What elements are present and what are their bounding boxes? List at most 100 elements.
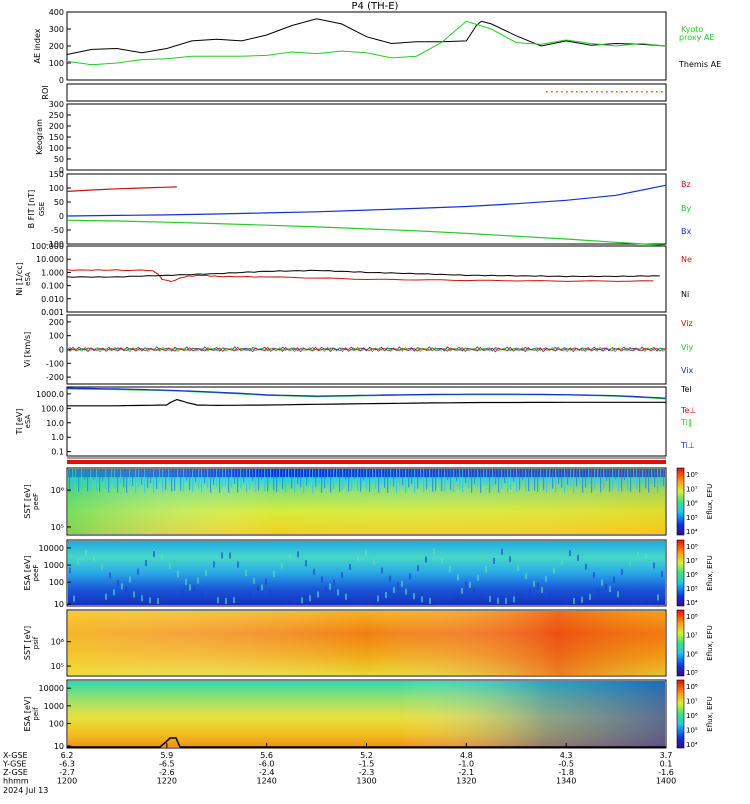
esa-e-texture xyxy=(165,596,167,603)
esa-e-texture xyxy=(93,555,95,562)
sst-e-streak xyxy=(96,469,98,491)
sst-e-streak xyxy=(273,469,275,491)
time-axis-label: -2.4 xyxy=(259,768,275,777)
esa-e-texture xyxy=(285,596,287,603)
sst-e-streak xyxy=(126,469,128,493)
esa-e-texture xyxy=(513,596,515,603)
esa-e-texture xyxy=(529,588,531,595)
esa-e-texture xyxy=(233,597,235,604)
time-axis-label: 1220 xyxy=(157,777,177,786)
keogram-ytick-label: 300 xyxy=(49,100,64,109)
roi-dot xyxy=(641,91,643,93)
esa-e-texture xyxy=(297,551,299,558)
esa-e-texture xyxy=(409,573,411,580)
sst-e-streak xyxy=(141,469,143,485)
esa_i-ylabel: ESA [eV] xyxy=(23,697,32,732)
esa-e-texture xyxy=(581,596,583,603)
sst-e-streak xyxy=(510,469,512,490)
esa-e-texture xyxy=(209,594,211,601)
esa-e-texture xyxy=(521,593,523,600)
bfield-ytick-label: -100 xyxy=(46,240,64,249)
esa-e-texture xyxy=(237,561,239,568)
esa-e-texture xyxy=(397,582,399,589)
esa-e-texture xyxy=(609,586,611,593)
sst_e-ytick-label: 10⁵ xyxy=(51,523,64,532)
sst-e-streak xyxy=(417,469,419,489)
sst-e-streak xyxy=(459,469,461,490)
sst-e-streak xyxy=(414,469,416,493)
time-axis-label: 5.2 xyxy=(360,751,373,760)
esa-e-texture xyxy=(245,570,247,577)
temperature-legend-tiperp: Ti⊥ xyxy=(680,441,695,450)
time-axis-label: 1340 xyxy=(556,777,576,786)
esa-e-texture xyxy=(489,595,491,602)
sst_i-colorbar-tick-label: 10⁷ xyxy=(686,632,698,640)
sst-e-streak xyxy=(276,469,278,492)
sst-e-streak xyxy=(531,469,533,480)
ae-legend-themis: Themis AE xyxy=(678,60,721,69)
esa-e-texture xyxy=(537,582,539,589)
sst-e-streak xyxy=(651,469,653,485)
sst-e-streak xyxy=(165,469,167,491)
esa_e-colorbar-tick-label: 10⁵ xyxy=(686,585,698,593)
sst_i-colorbar-tick-label: 10⁸ xyxy=(686,613,698,621)
esa-e-texture xyxy=(413,593,415,600)
sst_i-colorbar-tick-label: 10⁵ xyxy=(686,669,698,677)
sst-e-streak xyxy=(90,469,92,492)
sst_i-ytick-label: 10⁶ xyxy=(51,638,64,647)
temperature-ytick-label: 10.0 xyxy=(46,419,64,428)
time-axis-row-label: X-GSE xyxy=(3,751,28,760)
keogram-ytick-label: 200 xyxy=(49,122,64,131)
velocity-ylabel: Vi [km/s] xyxy=(23,332,32,368)
bfield-ytick-label: 150 xyxy=(49,170,64,179)
sst-e-streak xyxy=(255,469,257,492)
panel-frame-roi xyxy=(66,83,667,102)
keogram-ytick-label: 150 xyxy=(49,133,64,142)
esa-e-texture xyxy=(445,596,447,603)
sst-e-streak xyxy=(471,469,473,493)
esa_i-ytick-label: 1000 xyxy=(44,702,64,711)
esa-e-texture xyxy=(465,581,467,588)
sst-e-streak xyxy=(594,469,596,489)
sst-e-streak xyxy=(522,469,524,481)
time-axis-label: 3.7 xyxy=(660,751,673,760)
sst-e-streak xyxy=(420,469,422,483)
sst-e-streak xyxy=(645,469,647,489)
esa-e-texture xyxy=(541,586,543,593)
esa_i-colorbar-tick-label: 10⁵ xyxy=(686,727,698,735)
sst-e-streak xyxy=(660,469,662,486)
ae-series-line xyxy=(66,18,667,55)
sst_i-ytick-label: 10⁵ xyxy=(51,662,64,671)
sst_i-colorbar xyxy=(676,609,685,677)
density-ylabel: Ni [1/cc] xyxy=(15,262,24,296)
sst-e-streak xyxy=(87,469,89,492)
sst-e-streak xyxy=(171,469,173,492)
esa-e-texture xyxy=(305,560,307,567)
sst_e-colorbar xyxy=(676,467,685,536)
esa-e-texture xyxy=(625,595,627,602)
roi-ylabel: ROI xyxy=(41,85,50,99)
sst-e-streak xyxy=(78,469,80,492)
keogram-ylabel: Keogram xyxy=(35,119,44,155)
sst-e-streak xyxy=(111,469,113,483)
esa-e-texture xyxy=(381,567,383,574)
sst-e-streak xyxy=(294,469,296,493)
time-axis-label: -2.7 xyxy=(59,768,75,777)
bfield-series-line xyxy=(66,186,177,192)
density-series-line xyxy=(66,269,660,278)
esa-e-texture xyxy=(185,578,187,585)
sst-e-streak xyxy=(519,469,521,491)
sst-e-streak xyxy=(555,469,557,493)
time-axis-label: -6.3 xyxy=(59,760,75,769)
sst_i-colorbar-tick-label: 10⁶ xyxy=(686,650,698,658)
sst-e-streak xyxy=(492,469,494,487)
sst-e-streak xyxy=(384,469,386,488)
esa-e-texture xyxy=(333,579,335,586)
sst-e-streak xyxy=(192,469,194,493)
sst-e-streak xyxy=(81,469,83,491)
density-ylabel-sub: eSA xyxy=(24,272,32,286)
roi-dot xyxy=(576,91,578,93)
sst-e-streak xyxy=(375,469,377,489)
esa-e-texture xyxy=(241,594,243,601)
esa-e-texture xyxy=(161,553,163,560)
